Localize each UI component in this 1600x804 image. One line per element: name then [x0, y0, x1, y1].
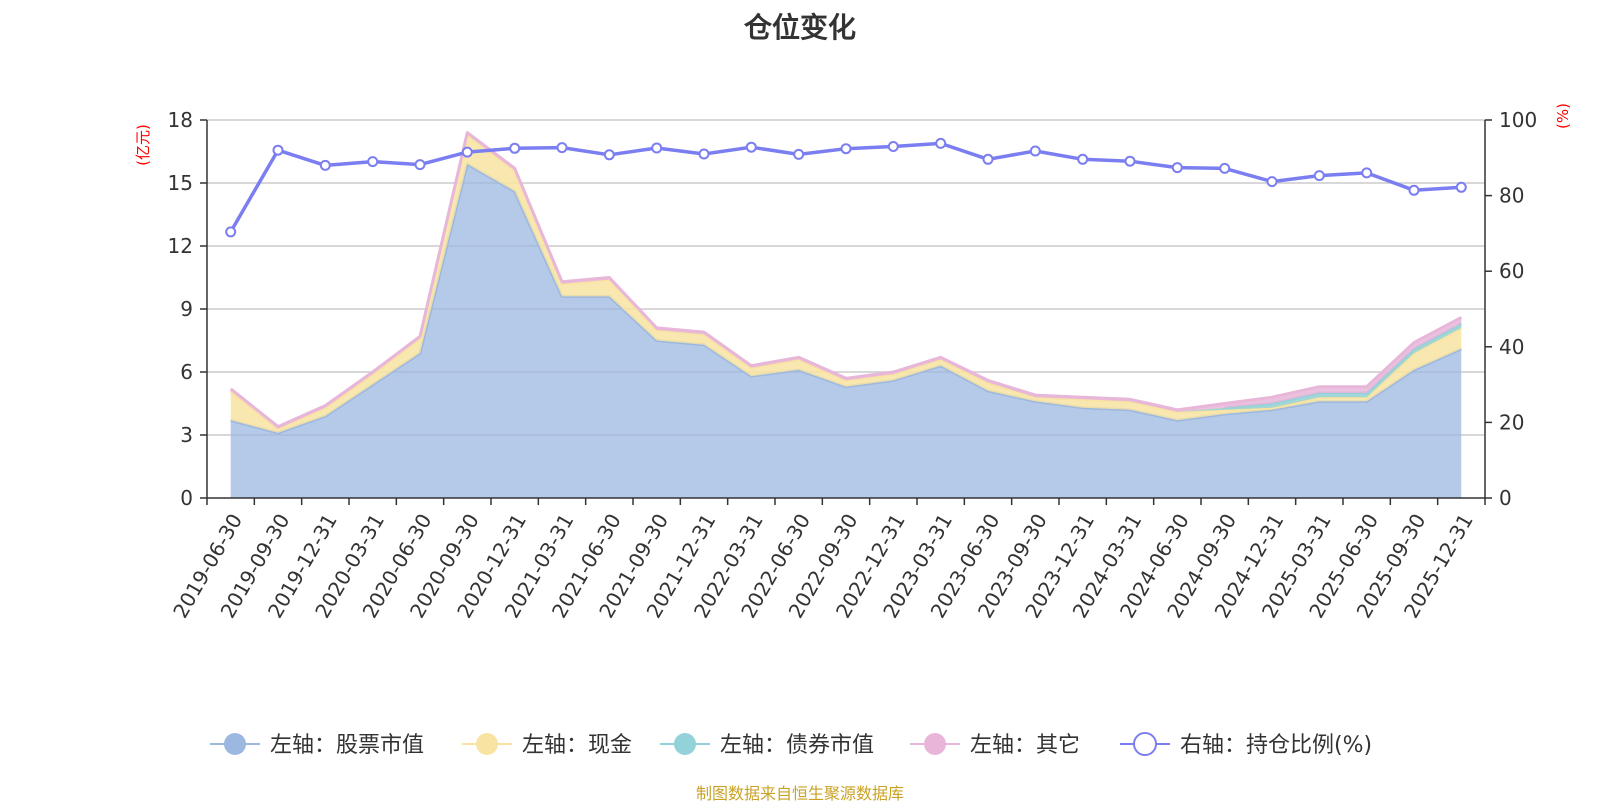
chart-canvas: 03691215180204060801002019-06-302019-09-… — [134, 103, 1572, 758]
source-note: 制图数据来自恒生聚源数据库 — [695, 784, 904, 803]
ratio-line — [225, 137, 1467, 238]
left-axis-tick-label: 15 — [168, 171, 193, 195]
axes: 03691215180204060801002019-06-302019-09-… — [168, 108, 1538, 622]
left-axis-tick-label: 0 — [180, 486, 193, 510]
ratio-point — [1077, 153, 1089, 165]
legend-label: 左轴：股票市值 — [270, 733, 424, 758]
legend-marker — [1133, 732, 1157, 756]
ratio-point — [1124, 155, 1136, 167]
ratio-point — [793, 148, 805, 160]
legend-item: 左轴：股票市值 — [210, 733, 424, 758]
ratio-point — [414, 159, 426, 171]
legend-item: 右轴：持仓比例(%) — [1120, 732, 1372, 758]
left-axis-tick-label: 6 — [180, 360, 193, 384]
ratio-point — [603, 149, 615, 161]
legend-label: 左轴：其它 — [970, 733, 1080, 758]
ratio-point — [887, 141, 899, 152]
ratio-point — [556, 142, 568, 154]
ratio-point — [272, 144, 284, 156]
ratio-point — [651, 142, 663, 154]
ratio-point — [1219, 162, 1231, 174]
ratio-point — [982, 153, 994, 165]
right-axis-tick-label: 40 — [1499, 335, 1524, 359]
right-axis-tick-label: 0 — [1499, 486, 1512, 510]
left-axis-tick-label: 12 — [168, 234, 193, 258]
legend-label: 左轴：现金 — [522, 733, 632, 758]
ratio-line-path — [229, 141, 1462, 233]
left-axis-tick-label: 18 — [168, 108, 193, 132]
legend: 左轴：股票市值 左轴：现金 左轴：债券市值 左轴：其它 右轴：持仓比例(%) — [210, 732, 1372, 758]
ratio-point — [1313, 170, 1325, 182]
right-axis-tick-label: 100 — [1499, 108, 1537, 132]
legend-item: 左轴：其它 — [910, 733, 1080, 758]
ratio-point — [367, 156, 379, 168]
ratio-point — [461, 146, 473, 158]
ratio-point — [1266, 176, 1278, 188]
legend-marker — [476, 733, 498, 755]
left-axis-tick-label: 3 — [180, 423, 193, 447]
left-axis-unit: (亿元) — [134, 124, 152, 166]
legend-marker — [224, 733, 246, 755]
legend-label: 左轴：债券市值 — [720, 733, 874, 758]
ratio-point — [1029, 145, 1041, 157]
ratio-point — [840, 143, 852, 155]
right-axis-tick-label: 60 — [1499, 259, 1524, 283]
ratio-point — [1171, 162, 1183, 174]
right-axis-tick-label: 20 — [1499, 410, 1524, 434]
area-outline-3 — [229, 131, 1463, 429]
ratio-point — [1455, 181, 1467, 193]
left-axis-tick-label: 9 — [180, 297, 193, 321]
right-axis-tick-label: 80 — [1499, 184, 1524, 208]
legend-item: 左轴：债券市值 — [660, 733, 874, 758]
chart-title: 仓位变化 — [743, 11, 856, 44]
ratio-point — [1408, 184, 1420, 196]
legend-label: 右轴：持仓比例(%) — [1180, 733, 1372, 758]
ratio-point — [935, 137, 947, 149]
legend-item: 左轴：现金 — [462, 733, 632, 758]
ratio-point — [745, 141, 757, 153]
stacked-areas — [229, 131, 1463, 498]
ratio-point — [698, 148, 710, 160]
ratio-point — [1361, 167, 1373, 179]
legend-marker — [924, 733, 946, 755]
ratio-point — [509, 142, 521, 154]
area-0 — [230, 164, 1462, 498]
ratio-point — [319, 159, 331, 171]
legend-marker — [674, 733, 696, 755]
right-axis-unit: (%) — [1554, 103, 1572, 129]
ratio-point — [225, 226, 237, 238]
